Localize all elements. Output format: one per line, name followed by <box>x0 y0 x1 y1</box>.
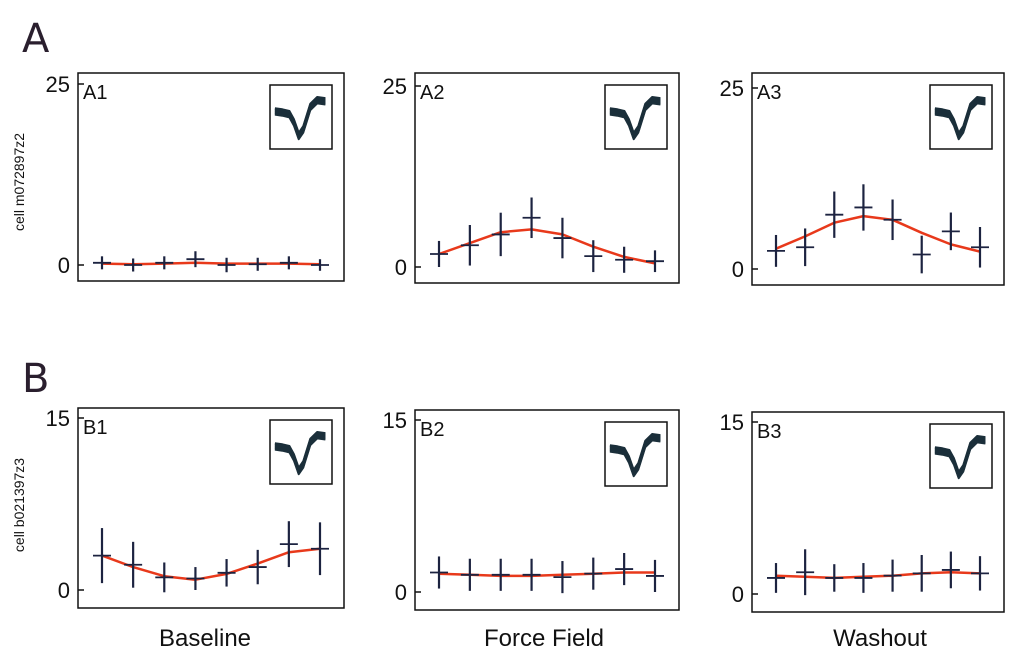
y-tick-label: 0 <box>732 257 744 282</box>
panels-group: 0 25 A1 0 25 A2 0 25 A3 0 15 B1 0 15 B2 0 15 B3 <box>46 72 1005 613</box>
inset-frame <box>604 421 668 487</box>
waveform-inset <box>269 419 333 485</box>
y-tick-label: 0 <box>732 582 744 607</box>
y-tick-label: 25 <box>720 76 744 101</box>
fit-curve <box>438 228 656 265</box>
y-tick-label: 25 <box>46 72 70 97</box>
y-tick-label: 0 <box>58 578 70 603</box>
inset-frame <box>269 84 333 150</box>
panel-a1: 0 25 A1 <box>46 72 345 282</box>
inset-frame <box>604 84 668 150</box>
waveform-trace <box>609 439 661 478</box>
axes-frame <box>414 409 680 611</box>
waveform-inset <box>604 84 668 150</box>
panel-a3: 0 25 A3 <box>720 72 1005 286</box>
axes-frame <box>414 72 680 284</box>
panel-label: B3 <box>757 421 781 443</box>
y-tick-label: 15 <box>46 406 70 431</box>
column-label-baseline: Baseline <box>159 625 251 652</box>
waveform-inset <box>929 423 993 489</box>
axes-frame <box>77 72 345 282</box>
y-tick-label: 15 <box>383 408 407 433</box>
waveform-inset <box>269 84 333 150</box>
fit-curve <box>775 214 981 253</box>
y-tick-label: 0 <box>58 253 70 278</box>
waveform-inset <box>929 84 993 150</box>
fit-curve <box>101 547 321 581</box>
axes-frame <box>77 407 345 609</box>
waveform-trace <box>274 437 326 476</box>
y-tick-label: 0 <box>395 580 407 605</box>
panel-b1: 0 15 B1 <box>46 406 345 609</box>
section-label-b: B <box>22 356 49 402</box>
waveform-trace <box>934 102 986 141</box>
section-label-a: A <box>22 16 50 62</box>
inset-frame <box>929 423 993 489</box>
panel-label: B1 <box>83 417 107 439</box>
panel-label: B2 <box>420 419 444 441</box>
waveform-inset <box>604 421 668 487</box>
column-label-washout: Washout <box>833 625 927 652</box>
y-tick-label: 25 <box>383 74 407 99</box>
inset-frame <box>929 84 993 150</box>
row-ylabel-b: cell b021397z3 <box>11 458 27 552</box>
fit-curve <box>775 570 981 580</box>
waveform-trace <box>934 441 986 480</box>
row-ylabel-a: cell m072897z2 <box>11 133 27 231</box>
axes-frame <box>751 72 1005 286</box>
inset-frame <box>269 419 333 485</box>
waveform-trace <box>609 102 661 141</box>
axes-frame <box>751 411 1005 613</box>
waveform-trace <box>274 102 326 141</box>
panel-label: A3 <box>757 82 781 104</box>
panel-b2: 0 15 B2 <box>383 408 680 611</box>
panel-label: A1 <box>83 82 107 104</box>
column-label-force-field: Force Field <box>484 625 604 652</box>
panel-label: A2 <box>420 82 444 104</box>
panel-a2: 0 25 A2 <box>383 72 680 284</box>
panel-b3: 0 15 B3 <box>720 410 1005 613</box>
y-tick-label: 15 <box>720 410 744 435</box>
y-tick-label: 0 <box>395 255 407 280</box>
